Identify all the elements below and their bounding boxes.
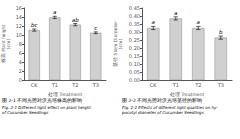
svg-text:0.10: 0.10 — [129, 61, 140, 67]
svg-text:c: c — [94, 25, 97, 31]
svg-text:0.45: 0.45 — [129, 5, 140, 11]
svg-text:CK: CK — [150, 82, 157, 88]
svg-text:CK: CK — [31, 82, 38, 88]
svg-text:T1: T1 — [172, 82, 179, 88]
svg-text:ab: ab — [72, 17, 79, 23]
svg-text:T3: T3 — [217, 82, 224, 88]
svg-text:of Cucumber Seedlings: of Cucumber Seedlings — [2, 110, 48, 115]
svg-text:T1: T1 — [51, 82, 58, 88]
svg-text:茎径 Stem Diameter: 茎径 Stem Diameter — [113, 21, 118, 67]
svg-text:0.25: 0.25 — [129, 37, 140, 43]
svg-text:T3: T3 — [92, 82, 99, 88]
svg-text:0.05: 0.05 — [129, 69, 140, 75]
svg-text:14: 14 — [16, 14, 22, 20]
svg-text:0.20: 0.20 — [129, 45, 140, 51]
svg-text:图 2-2 不同光照对沃光培茎径的影响: 图 2-2 不同光照对沃光培茎径的影响 — [122, 97, 202, 103]
svg-text:处理 Treatment: 处理 Treatment — [170, 91, 205, 97]
svg-text:图 2-1 不同光照对沃光培株高的影响: 图 2-1 不同光照对沃光培株高的影响 — [2, 97, 82, 103]
svg-text:a: a — [197, 19, 201, 25]
svg-text:16: 16 — [16, 5, 22, 11]
svg-text:2: 2 — [19, 68, 22, 74]
svg-text:a: a — [53, 9, 57, 15]
svg-text:pocotyl diameter of Cucumber S: pocotyl diameter of Cucumber Seedlings — [121, 110, 204, 115]
svg-text:a: a — [152, 19, 156, 25]
svg-text:株高 Plant height: 株高 Plant height — [1, 24, 6, 64]
svg-text:0.40: 0.40 — [129, 13, 140, 19]
svg-text:0: 0 — [19, 77, 22, 83]
svg-text:4: 4 — [19, 59, 22, 65]
svg-text:0.30: 0.30 — [129, 29, 140, 35]
svg-text:bc: bc — [31, 22, 38, 28]
svg-text:10: 10 — [16, 32, 22, 38]
svg-text:处理 Treatment: 处理 Treatment — [48, 91, 83, 97]
svg-text:Fig. 2-1 Different light effec: Fig. 2-1 Different light effect on plant… — [2, 105, 91, 110]
svg-text:b: b — [219, 29, 223, 35]
svg-text:0.35: 0.35 — [129, 21, 140, 27]
svg-text:a: a — [174, 10, 178, 16]
svg-text:12: 12 — [16, 23, 22, 29]
svg-text:T2: T2 — [194, 82, 201, 88]
svg-text:Fig. 2-2 Effects of different: Fig. 2-2 Effects of different light qual… — [122, 105, 218, 110]
svg-text:0.00: 0.00 — [129, 77, 140, 83]
svg-text:(cm): (cm) — [118, 39, 123, 50]
svg-text:(cm): (cm) — [6, 39, 11, 50]
svg-text:6: 6 — [19, 50, 22, 56]
svg-text:8: 8 — [19, 41, 22, 47]
svg-text:T2: T2 — [71, 82, 78, 88]
svg-text:0.15: 0.15 — [129, 53, 140, 59]
